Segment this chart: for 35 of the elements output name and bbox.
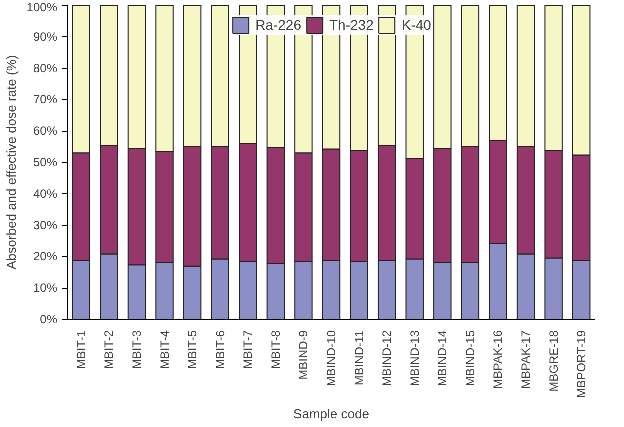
x-tick-label: MBIT-3 <box>130 330 144 370</box>
x-tick-label: MBIT-4 <box>158 330 172 370</box>
x-tick-label: MBPORT-19 <box>574 330 589 398</box>
x-tick-label: MBIT-1 <box>74 330 88 370</box>
y-tick-label: 40% <box>33 186 58 201</box>
x-tick-label: MBIND-15 <box>463 330 478 387</box>
x-tick-label: MBPAK-17 <box>519 330 534 389</box>
y-tick-label: 70% <box>33 92 58 107</box>
x-tick-label: MBIT-5 <box>186 330 200 370</box>
y-tick-label: 20% <box>33 250 58 264</box>
x-tick-label: MBIND-14 <box>436 330 450 387</box>
legend-label: K-40 <box>402 17 432 33</box>
x-tick-label: MBIND-9 <box>296 330 311 380</box>
x-tick-label: MBGRE-18 <box>546 330 561 392</box>
y-tick-label: 80% <box>33 61 58 76</box>
x-tick-label: MBIND-13 <box>408 330 422 387</box>
y-tick-label: 60% <box>33 124 58 138</box>
x-tick-label: MBIT-2 <box>102 330 116 370</box>
legend-label: Th-232 <box>329 17 374 33</box>
x-tick-label: MBIND-11 <box>352 330 366 386</box>
x-tick-label: MBIT-8 <box>268 330 283 370</box>
y-tick-label: 30% <box>33 218 58 232</box>
x-tick-label: MBIT-6 <box>213 330 228 370</box>
y-tick-label: 100% <box>26 0 58 14</box>
x-tick-label: MBIT-7 <box>241 330 256 370</box>
x-tick-label: MBPAK-16 <box>491 330 506 389</box>
x-tick-label: MBIND-12 <box>380 330 394 387</box>
legend-label: Ra-226 <box>256 17 302 33</box>
y-tick-label: 10% <box>33 281 58 296</box>
y-tick-label: 0% <box>40 312 58 326</box>
x-axis-title: Sample code <box>294 406 370 422</box>
x-tick-label: MBIND-10 <box>324 330 338 387</box>
y-axis-title: Absorbed and effective dose rate (%) <box>4 55 19 270</box>
y-tick-label: 90% <box>33 30 58 44</box>
y-tick-label: 50% <box>33 156 58 170</box>
